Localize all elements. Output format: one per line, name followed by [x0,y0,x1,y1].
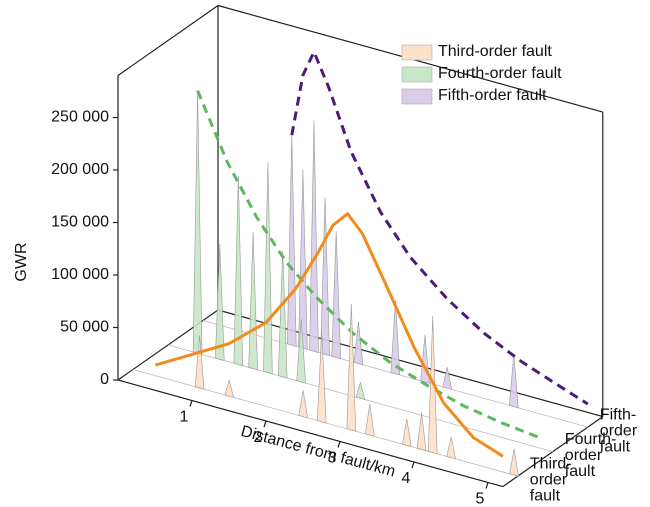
depth-label: order [600,422,638,439]
spike [353,321,364,366]
x-tick-label: 4 [402,470,411,487]
spike [402,419,412,447]
depth-label: Third- [530,455,572,472]
x-tick-label: 1 [180,409,189,426]
spike [446,436,457,460]
spike [287,135,297,347]
trend-line [196,90,539,439]
depth-label: fault [530,487,561,504]
legend-swatch [401,88,433,105]
spike [296,318,306,384]
legend-label: Fifth-order fault [438,87,547,104]
y-tick-label: 0 [100,371,109,388]
x-tick-label: 3 [328,450,337,467]
spike [298,390,309,419]
depth-label: fault [600,438,631,455]
depth-label: Fourth- [565,431,617,448]
y-axis-title: GWR [13,242,30,281]
y-tick-label: 150 000 [51,214,109,231]
spike [355,381,366,400]
depth-label: fault [565,463,596,480]
spike [263,162,273,375]
spike [309,120,319,353]
spike [194,335,205,390]
y-tick-label: 250 000 [51,109,109,126]
trend-line [290,48,589,406]
depth-label: Fifth- [600,406,636,423]
spike [233,175,244,367]
box-edge [117,5,219,76]
spike [224,379,235,398]
spike [215,243,225,361]
x-axis-line [117,379,503,488]
spike [320,196,330,356]
y-tick-label: 100 000 [51,266,109,283]
spike [248,232,258,371]
x-tick [485,482,489,489]
spike [509,448,519,477]
spike [365,403,375,437]
spike [416,412,427,452]
x-tick-label: 2 [254,429,263,446]
legend-label: Fourth-order fault [438,65,562,82]
legend-swatch [401,66,433,83]
spike [346,303,357,432]
x-tick [337,441,341,448]
spike [277,250,288,379]
spike [192,90,203,355]
x-tick [263,420,267,428]
x-tick [411,461,415,469]
spike [442,367,453,390]
spike [316,332,327,424]
spike [390,300,401,376]
spike [509,354,519,409]
x-tick-label: 5 [476,491,485,507]
trend-line [154,211,504,458]
floor-edge [217,309,603,418]
spike [298,169,308,350]
legend-swatch [401,44,433,61]
x-tick [189,400,193,407]
y-tick-label: 50 000 [60,319,109,336]
depth-label: order [530,471,568,488]
legend-label: Third-order fault [438,43,552,60]
depth-label: order [565,447,603,464]
y-tick-label: 200 000 [51,161,109,178]
spike [331,231,341,360]
